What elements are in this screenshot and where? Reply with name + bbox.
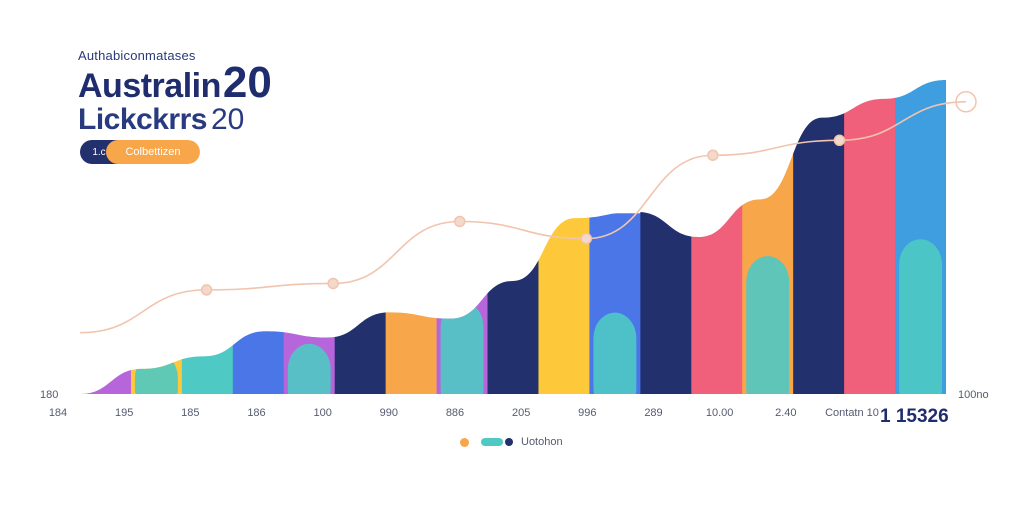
bar-12 bbox=[691, 169, 743, 394]
x-tick-label: Contatn 10 bbox=[825, 407, 879, 419]
bar-accent-1 bbox=[134, 352, 178, 394]
title-line-2: Lickckrrs 20 bbox=[78, 103, 338, 137]
pill-right-label[interactable]: Colbettizen bbox=[106, 140, 200, 164]
y-axis-right-label: 100no bbox=[958, 389, 989, 401]
trend-point-4 bbox=[707, 149, 719, 161]
x-tick-label: 186 bbox=[247, 407, 265, 419]
bar-accent-4 bbox=[287, 343, 331, 394]
bar-accent-7 bbox=[440, 301, 484, 394]
bar-accent-10 bbox=[593, 312, 637, 394]
title-line-1: Australin 20 bbox=[78, 58, 338, 107]
trend-line bbox=[79, 101, 967, 334]
legend: Uotohon bbox=[460, 436, 563, 448]
trend-point-2 bbox=[453, 215, 466, 228]
x-axis-ticks: 184 195 185 186 100 990 886 205 996 289 10.00 2.40 C… bbox=[49, 407, 879, 419]
bar-3 bbox=[232, 307, 285, 394]
x-tick-label: 184 bbox=[49, 407, 67, 419]
bar-accent-13 bbox=[746, 256, 790, 394]
x-tick-label: 100 bbox=[313, 407, 331, 419]
x-tick-label: 996 bbox=[578, 407, 596, 419]
legend-bar-teal bbox=[481, 438, 503, 446]
bar-15 bbox=[844, 80, 896, 394]
chart-header: Authabiconmatases Australin 20 Lickckrrs… bbox=[78, 48, 338, 137]
bar-0 bbox=[80, 326, 132, 394]
x-tick-label: 195 bbox=[115, 407, 133, 419]
filter-pill[interactable]: 1.c Colbettizen bbox=[80, 140, 200, 164]
trend-point-6 bbox=[955, 91, 977, 113]
bar-accent-16 bbox=[899, 239, 943, 394]
y-axis-left-label: 180 bbox=[40, 389, 58, 401]
trend-point-1 bbox=[327, 277, 339, 290]
chart-bars bbox=[80, 80, 946, 394]
title-number-2: 20 bbox=[210, 103, 245, 136]
legend-dot-navy bbox=[505, 438, 513, 446]
trend-point-5 bbox=[833, 134, 846, 147]
bar-11 bbox=[640, 200, 692, 394]
chart-subtitle: Authabiconmatases bbox=[78, 48, 196, 63]
x-tick-label: 185 bbox=[181, 407, 199, 419]
x-tick-label: 2.40 bbox=[775, 407, 796, 419]
legend-label: Uotohon bbox=[521, 436, 563, 448]
bar-6 bbox=[385, 250, 438, 394]
total-value: 1 15326 bbox=[880, 406, 949, 427]
trend-point-0 bbox=[200, 284, 213, 296]
bar-14 bbox=[793, 81, 845, 394]
trend-point-3 bbox=[580, 232, 593, 245]
title-text-2: Lickckrrs bbox=[78, 103, 207, 136]
x-tick-label: 10.00 bbox=[706, 407, 734, 419]
trend-points bbox=[200, 91, 977, 296]
x-tick-label: 205 bbox=[512, 407, 530, 419]
title-text-1: Australin bbox=[78, 67, 221, 105]
x-tick-label: 886 bbox=[446, 407, 464, 419]
bar-8 bbox=[487, 181, 539, 394]
title-number-1: 20 bbox=[222, 58, 272, 107]
legend-dot-orange bbox=[460, 437, 469, 447]
bar-2 bbox=[181, 313, 234, 394]
x-tick-label: 990 bbox=[380, 407, 398, 419]
x-tick-label: 289 bbox=[644, 407, 662, 419]
bar-5 bbox=[334, 288, 387, 394]
